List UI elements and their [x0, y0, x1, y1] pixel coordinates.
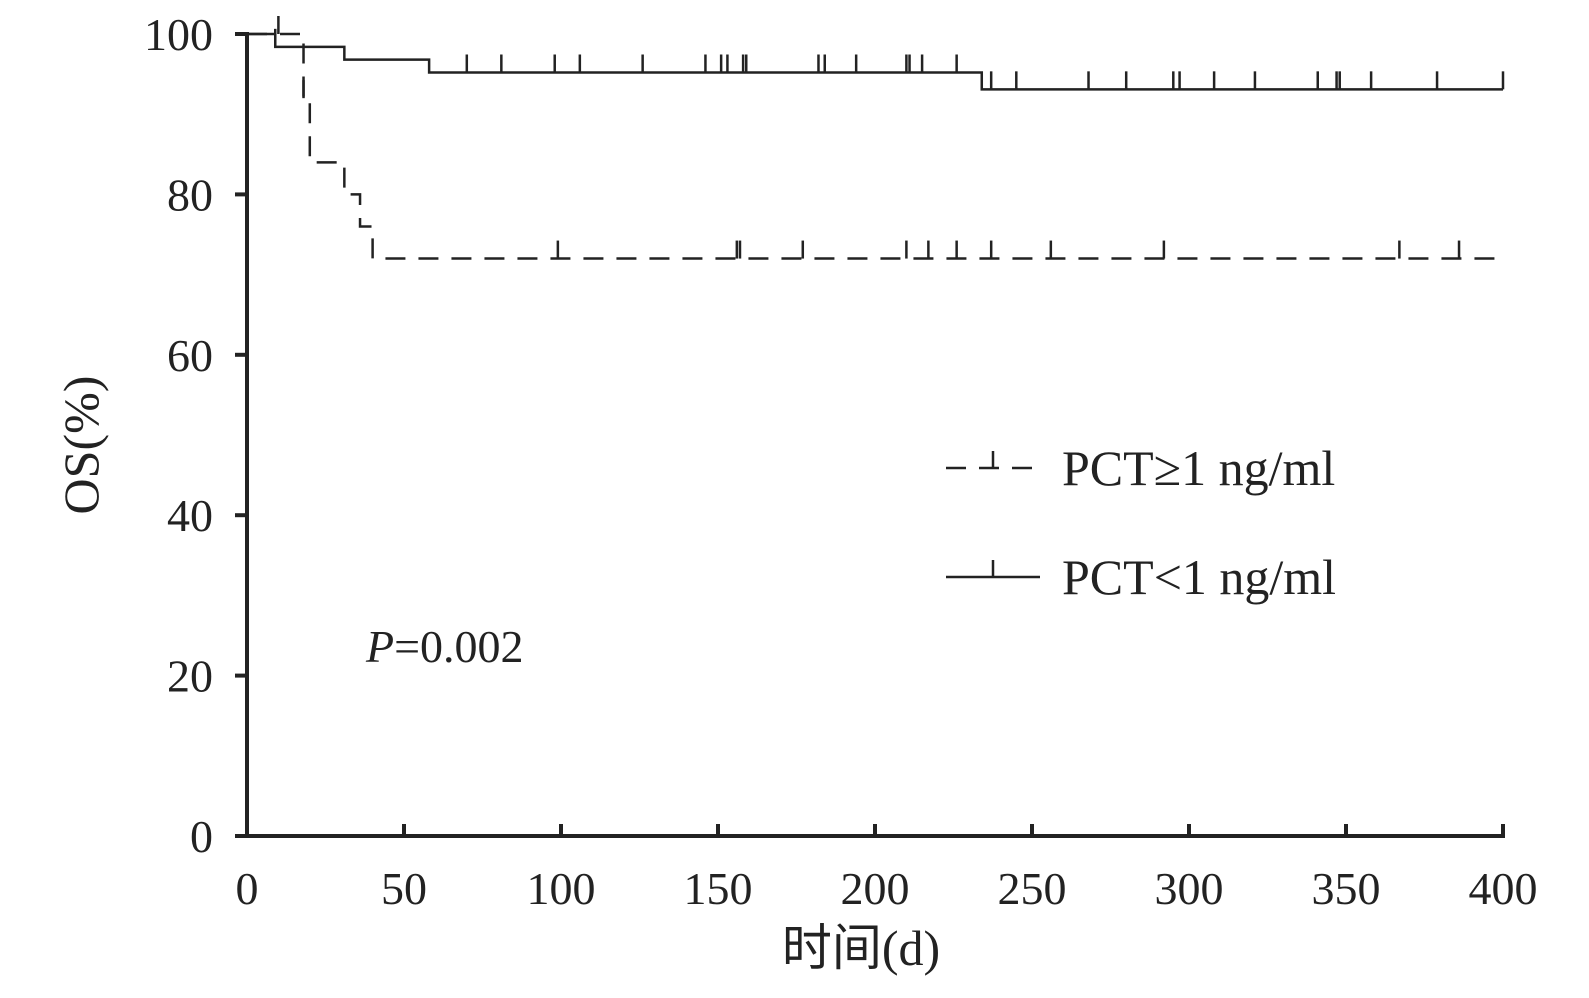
x-axis-label: 时间(d) [782, 920, 940, 976]
legend-item-high-pct: PCT≥1 ng/ml [946, 440, 1335, 496]
p-value-annotation: P=0.002 [365, 621, 524, 672]
legend-label-low-pct: PCT<1 ng/ml [1062, 549, 1336, 605]
survival-line [247, 32, 1503, 260]
y-tick-label: 0 [190, 811, 213, 862]
y-tick-label: 40 [167, 490, 213, 541]
survival-curves [247, 16, 1505, 260]
axes: 0 20 40 60 80 100 0 50 100 150 200 250 300 350 400 [144, 9, 1538, 914]
x-tick-label: 200 [841, 863, 910, 914]
p-symbol: P [365, 621, 394, 672]
legend: PCT≥1 ng/ml PCT<1 ng/ml [946, 440, 1336, 605]
x-tick-label: 400 [1469, 863, 1538, 914]
y-tick-label: 80 [167, 169, 213, 220]
legend-label-high-pct: PCT≥1 ng/ml [1062, 440, 1335, 496]
y-tick-label: 20 [167, 651, 213, 702]
legend-item-low-pct: PCT<1 ng/ml [946, 549, 1336, 605]
x-tick-label: 300 [1155, 863, 1224, 914]
y-axis-label: OS(%) [53, 376, 109, 515]
x-tick-label: 250 [998, 863, 1067, 914]
y-tick-label: 60 [167, 330, 213, 381]
x-tick-label: 150 [684, 863, 753, 914]
x-tick-label: 0 [236, 863, 259, 914]
series-high-pct [247, 16, 1503, 260]
survival-line [247, 32, 1503, 91]
series-low-pct [247, 28, 1505, 91]
p-value: =0.002 [394, 621, 523, 672]
x-tick-label: 50 [381, 863, 427, 914]
x-tick-label: 350 [1312, 863, 1381, 914]
y-tick-label: 100 [144, 9, 213, 60]
x-tick-label: 100 [527, 863, 596, 914]
